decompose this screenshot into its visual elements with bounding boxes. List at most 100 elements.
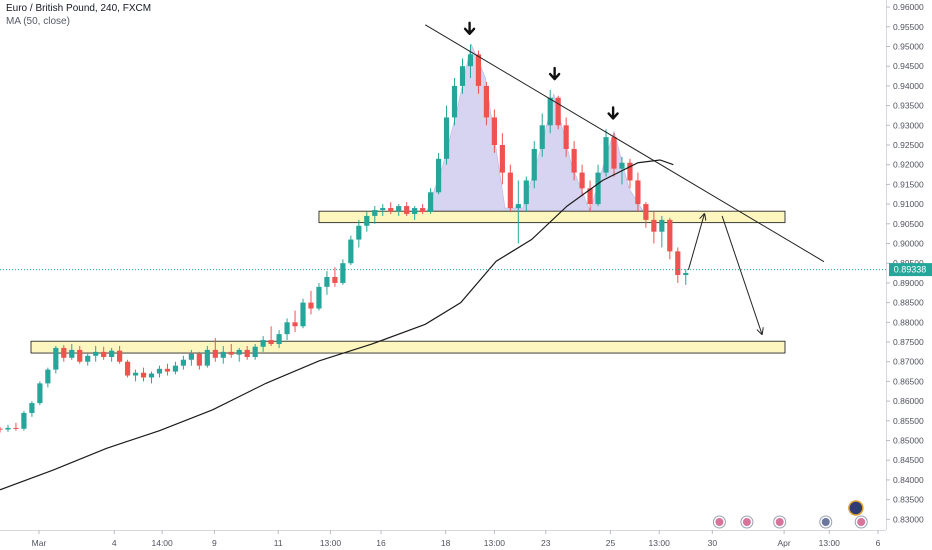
candle-body — [659, 219, 665, 232]
candle-body — [364, 215, 370, 226]
price-tick-label: 0.93500 — [893, 101, 924, 111]
price-tick-label: 0.83000 — [893, 514, 924, 524]
time-tick-label: 11 — [274, 538, 283, 548]
candle-body — [180, 359, 187, 366]
candle-body — [93, 351, 99, 356]
event-flag-dot — [742, 518, 751, 526]
candle-body — [228, 351, 234, 355]
candle-body — [547, 97, 553, 126]
time-tick-label: Mar — [32, 538, 47, 548]
price-tick-label: 0.94500 — [893, 61, 924, 71]
time-tick-label: 13:00 — [649, 538, 671, 548]
candle-body — [117, 350, 123, 362]
candle-body — [45, 369, 51, 384]
time-tick-label: 13:00 — [484, 538, 506, 548]
last-price-value: 0.89338 — [894, 265, 927, 275]
candle-body — [124, 361, 131, 376]
support-zone — [30, 340, 786, 354]
candle-body — [523, 180, 529, 205]
time-axis[interactable]: Mar 4 14:00 9 11 13:00 16 18 13:00 23 25 13:00 30 Apr… — [0, 530, 886, 548]
candle-body — [61, 347, 67, 358]
candle-body — [109, 350, 115, 357]
candle-body — [188, 353, 194, 360]
candle-body — [515, 204, 521, 209]
candle-body — [651, 219, 657, 232]
price-tick-label: 0.91000 — [893, 199, 924, 209]
candle-body — [0, 428, 3, 430]
candle-body — [587, 188, 593, 205]
price-tick-label: 0.89000 — [893, 278, 924, 288]
candle-body — [412, 208, 418, 214]
price-tick-label: 0.84000 — [893, 475, 924, 485]
candle-body — [132, 372, 139, 376]
projection-path — [687, 214, 762, 334]
candle-body — [372, 210, 378, 216]
candle-body — [531, 148, 537, 181]
candle-body — [292, 322, 298, 327]
candle-body — [300, 302, 306, 327]
price-tick-label: 0.92000 — [893, 160, 924, 170]
price-tick-label: 0.92500 — [893, 140, 924, 150]
candle-body — [507, 172, 513, 209]
candle-body — [475, 54, 482, 86]
candle-body — [140, 372, 147, 378]
event-flag-dot — [821, 518, 830, 526]
candle-body — [340, 263, 346, 283]
price-tick-label: 0.95500 — [893, 22, 924, 32]
candle-body — [619, 162, 625, 169]
time-tick-label: 30 — [708, 538, 718, 548]
candle-body — [603, 137, 609, 173]
moving-average-line — [0, 159, 674, 491]
candle-body — [667, 219, 673, 252]
price-tick-label: 0.84500 — [893, 455, 924, 465]
price-tick-label: 0.88000 — [893, 317, 924, 327]
event-flag-icon[interactable] — [712, 515, 726, 529]
time-tick-label: 25 — [606, 538, 616, 548]
candle-body — [156, 368, 163, 374]
candle-body — [69, 349, 75, 358]
event-flag-icon[interactable] — [819, 515, 833, 529]
candle-body — [356, 225, 362, 240]
candle-body — [316, 286, 322, 309]
event-flag-icon[interactable] — [773, 515, 787, 529]
event-flag-icon[interactable] — [854, 515, 868, 529]
candle-body — [53, 347, 59, 370]
candle-body — [244, 349, 250, 357]
candle-body — [77, 349, 83, 362]
time-tick-label: 14:00 — [151, 538, 173, 548]
candle-body — [101, 351, 107, 357]
candle-body — [37, 383, 43, 404]
candle-body — [332, 277, 338, 283]
candle-body — [595, 172, 601, 205]
candle-body — [348, 239, 354, 264]
candle-body — [467, 54, 474, 67]
candle-body — [380, 208, 386, 211]
down-arrow-icon — [548, 66, 561, 81]
support-resistance-zones — [30, 210, 786, 354]
candle-body — [276, 334, 282, 344]
candle-body — [459, 66, 466, 86]
candle-body — [220, 351, 226, 358]
candle-body — [85, 355, 91, 362]
candle-body — [563, 125, 569, 149]
candle-body — [388, 208, 394, 212]
candle-body — [643, 204, 649, 220]
candle-body — [196, 353, 202, 366]
price-tick-label: 0.87500 — [893, 337, 924, 347]
event-flag-icon[interactable] — [740, 515, 754, 529]
ma-line — [0, 159, 674, 491]
candle-body — [5, 427, 11, 430]
event-icons[interactable] — [712, 500, 868, 529]
price-tick-label: 0.86500 — [893, 376, 924, 386]
time-tick-label: 6 — [876, 538, 881, 548]
candle-body — [268, 340, 274, 344]
price-tick-label: 0.93000 — [893, 120, 924, 130]
candle-body — [404, 206, 410, 214]
candle-body — [21, 412, 27, 429]
price-tick-label: 0.83500 — [893, 495, 924, 505]
price-tick-label: 0.86000 — [893, 396, 924, 406]
time-tick-label: 23 — [541, 538, 551, 548]
price-tick-label: 0.95000 — [893, 41, 924, 51]
event-currency-icon — [848, 500, 864, 516]
